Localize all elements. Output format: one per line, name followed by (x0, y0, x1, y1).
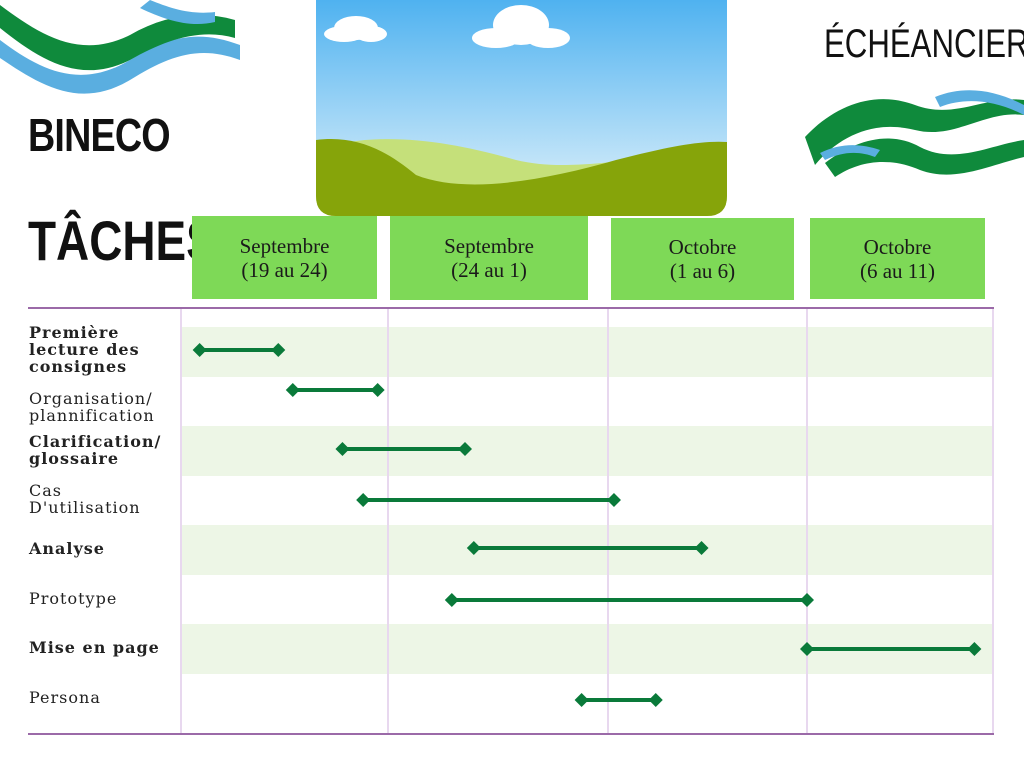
column-header-range: (1 au 6) (669, 259, 736, 283)
column-header-month: Septembre (239, 233, 330, 258)
task-label: Organisation/ plannification (29, 389, 155, 425)
task-start-diamond-marker (192, 343, 207, 357)
task-bar (800, 642, 982, 656)
task-end-diamond-marker (648, 693, 663, 707)
task-start-diamond-marker (444, 593, 459, 607)
tasks-heading: TÂCHES (28, 209, 217, 272)
wave-decoration-top-left (0, 0, 240, 94)
row-band (182, 426, 993, 476)
grid-column-line (607, 309, 609, 733)
task-start-diamond-marker (800, 642, 814, 656)
landscape-illustration (316, 0, 727, 216)
column-header-range: (24 au 1) (451, 258, 527, 282)
grid-column-line (992, 309, 994, 733)
task-label: Première lecture des consignes (29, 323, 140, 376)
task-start-diamond-marker (356, 493, 371, 507)
task-bar (444, 593, 814, 607)
task-end-diamond-marker (606, 493, 621, 507)
task-end-diamond-marker (694, 541, 709, 555)
task-start-diamond-marker (574, 693, 589, 707)
task-bar (356, 493, 621, 507)
task-label: Persona (29, 688, 101, 707)
schedule-heading: ÉCHÉANCIER (824, 22, 1024, 66)
column-header-month: Septembre (444, 234, 534, 258)
task-start-diamond-marker (466, 541, 481, 555)
grid-column-line (806, 309, 808, 733)
task-label: Mise en page (29, 638, 160, 657)
column-header-range: (6 au 11) (859, 258, 936, 283)
task-bar (192, 343, 286, 357)
grid-bottom-line (28, 733, 994, 735)
column-header-range: (19 au 24) (241, 257, 328, 282)
task-label: Prototype (29, 589, 118, 608)
task-end-diamond-marker (800, 593, 814, 607)
task-start-diamond-marker (335, 442, 350, 456)
grid-column-line (387, 309, 389, 733)
task-start-diamond-marker (285, 383, 300, 397)
task-bar (335, 442, 472, 456)
column-header: Septembre (19 au 24) (192, 216, 377, 299)
task-end-diamond-marker (271, 343, 286, 357)
column-header-month: Octobre (668, 235, 737, 259)
column-header: Octobre (1 au 6) (611, 218, 794, 300)
column-header: Septembre (24 au 1) (390, 216, 588, 300)
task-bar (574, 693, 663, 707)
brand-title: BINECO (28, 109, 171, 161)
task-label: Clarification/ glossaire (29, 432, 162, 468)
task-end-diamond-marker (458, 442, 472, 456)
column-header-month: Octobre (863, 234, 932, 259)
task-end-diamond-marker (967, 642, 982, 656)
task-label: Cas D'utilisation (29, 481, 141, 517)
wave-decoration-right (805, 90, 1024, 177)
task-bar (466, 541, 709, 555)
row-band (182, 327, 993, 377)
task-label: Analyse (29, 539, 105, 558)
task-bar (285, 383, 385, 397)
grid-column-line (180, 309, 182, 733)
column-header: Octobre (6 au 11) (810, 218, 985, 299)
task-end-diamond-marker (370, 383, 385, 397)
grid-top-line (28, 307, 994, 309)
